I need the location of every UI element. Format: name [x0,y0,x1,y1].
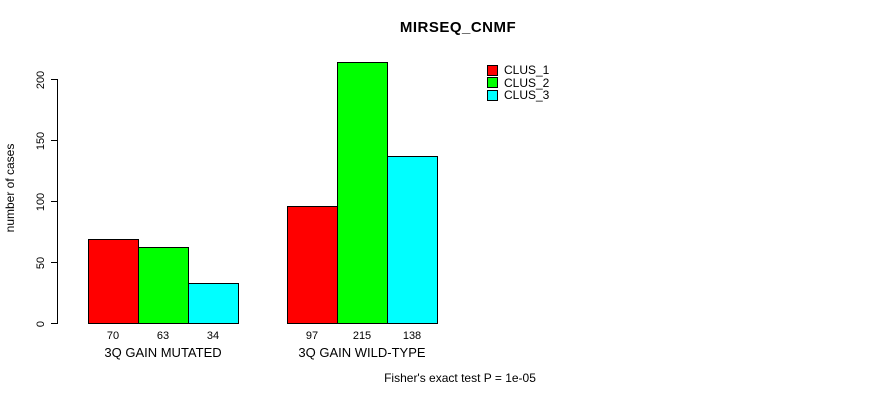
legend-label: CLUS_2 [504,75,550,90]
bar-clus_2-group2 [337,62,388,324]
legend-label: CLUS_1 [504,63,550,78]
y-axis-tick-mark [51,323,57,324]
y-axis-tick-mark [51,79,57,80]
y-axis-tick-label: 150 [35,131,47,150]
bar-clus_1-group2 [287,206,338,324]
bar-value-label: 70 [106,330,120,342]
footer-text: Fisher's exact test P = 1e-05 [384,371,536,385]
bar-value-label: 97 [305,330,319,342]
legend-label: CLUS_3 [504,88,550,103]
y-axis-tick-label: 100 [35,192,47,211]
legend-item-clus_2: CLUS_2 [487,77,549,90]
y-axis-line [57,79,58,324]
bar-clus_2-group1 [138,247,189,324]
y-axis-tick-label: 50 [35,256,47,269]
bar-value-label: 138 [402,330,422,342]
legend-swatch-icon [487,89,498,101]
group-label: 3Q GAIN MUTATED [104,345,222,360]
y-axis-tick-mark [51,201,57,202]
legend: CLUS_1 CLUS_2 CLUS_3 [487,64,549,102]
legend-swatch-icon [487,64,498,76]
legend-item-clus_1: CLUS_1 [487,64,549,77]
bar-value-label: 215 [352,330,372,342]
bar-clus_3-group1 [188,283,239,324]
legend-swatch-icon [487,77,498,89]
chart-title: MIRSEQ_CNMF [399,19,517,36]
bar-clus_1-group1 [88,239,139,324]
legend-item-clus_3: CLUS_3 [487,89,549,102]
group-label: 3Q GAIN WILD-TYPE [298,345,426,360]
bar-value-label: 63 [156,330,170,342]
y-axis-tick-label: 200 [35,70,47,89]
y-axis-label: number of cases [3,143,17,233]
bar-clus_3-group2 [387,156,438,324]
y-axis-tick-mark [51,140,57,141]
bar-value-label: 34 [206,330,220,342]
y-axis-tick-label: 0 [35,320,47,327]
y-axis-tick-mark [51,262,57,263]
